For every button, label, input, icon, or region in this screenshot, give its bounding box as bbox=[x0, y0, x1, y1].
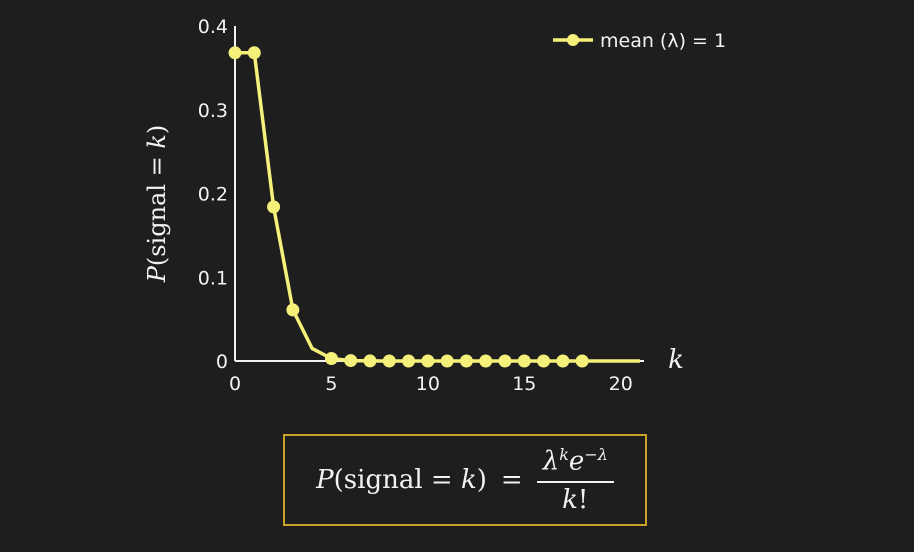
data-point bbox=[248, 46, 261, 59]
poisson-chart: 0 0.1 0.2 0.3 0.4 0 5 10 15 20 P(signal = k) k me… bbox=[0, 0, 914, 420]
y-label-end: ) bbox=[143, 125, 171, 134]
data-point bbox=[364, 354, 377, 367]
formula-lambda-exponent: k bbox=[559, 445, 569, 464]
formula-denominator: k! bbox=[562, 483, 588, 515]
formula-numerator: λke−λ bbox=[537, 445, 614, 483]
y-label-k: k bbox=[143, 134, 171, 149]
data-point bbox=[556, 355, 569, 368]
formula-lhs-k: k bbox=[461, 465, 477, 495]
y-tick-label: 0.4 bbox=[198, 16, 228, 38]
formula-den-bang: ! bbox=[578, 485, 588, 515]
data-point bbox=[441, 355, 454, 368]
y-tick-label: 0 bbox=[216, 351, 228, 373]
y-tick-label: 0.3 bbox=[198, 100, 228, 122]
formula-lhs-close: ) bbox=[477, 465, 487, 495]
data-point bbox=[344, 354, 357, 367]
legend-label: mean (λ) = 1 bbox=[600, 30, 726, 52]
formula-lambda: λ bbox=[543, 447, 559, 477]
formula-fraction: λke−λ k! bbox=[537, 445, 614, 515]
data-point bbox=[537, 355, 550, 368]
formula-equals: = bbox=[501, 465, 523, 495]
data-point bbox=[460, 355, 473, 368]
chart-ticks: 0 0.1 0.2 0.3 0.4 0 5 10 15 20 bbox=[198, 16, 633, 395]
data-point bbox=[267, 200, 280, 213]
data-point bbox=[576, 355, 589, 368]
series-layer bbox=[229, 46, 641, 367]
data-point bbox=[286, 303, 299, 316]
y-tick-label: 0.1 bbox=[198, 267, 228, 289]
formula-lhs: P(signal = k) bbox=[316, 465, 487, 495]
formula-den-k: k bbox=[562, 485, 578, 515]
x-tick-label: 10 bbox=[416, 373, 440, 395]
x-tick-label: 5 bbox=[325, 373, 337, 395]
x-tick-label: 0 bbox=[229, 373, 241, 395]
data-point bbox=[479, 355, 492, 368]
x-axis-label: k bbox=[668, 345, 684, 375]
data-point bbox=[518, 355, 531, 368]
x-tick-label: 15 bbox=[512, 373, 536, 395]
y-tick-label: 0.2 bbox=[198, 184, 228, 206]
formula-lhs-open: (signal = bbox=[334, 465, 461, 495]
formula-lhs-p: P bbox=[316, 465, 334, 495]
formula-e-exponent: −λ bbox=[584, 445, 608, 464]
legend: mean (λ) = 1 bbox=[553, 30, 726, 52]
legend-marker bbox=[567, 34, 579, 46]
data-point bbox=[325, 352, 338, 365]
data-point bbox=[499, 355, 512, 368]
x-tick-label: 20 bbox=[609, 373, 633, 395]
y-label-p: P bbox=[143, 265, 171, 283]
data-point bbox=[383, 355, 396, 368]
data-point bbox=[229, 46, 242, 59]
y-label-mid: (signal = bbox=[143, 149, 171, 267]
data-point bbox=[421, 355, 434, 368]
poisson-formula: P(signal = k) = λke−λ k! bbox=[283, 434, 647, 526]
formula-e: e bbox=[569, 447, 584, 477]
data-point bbox=[402, 355, 415, 368]
y-axis-label: P(signal = k) bbox=[143, 125, 171, 284]
